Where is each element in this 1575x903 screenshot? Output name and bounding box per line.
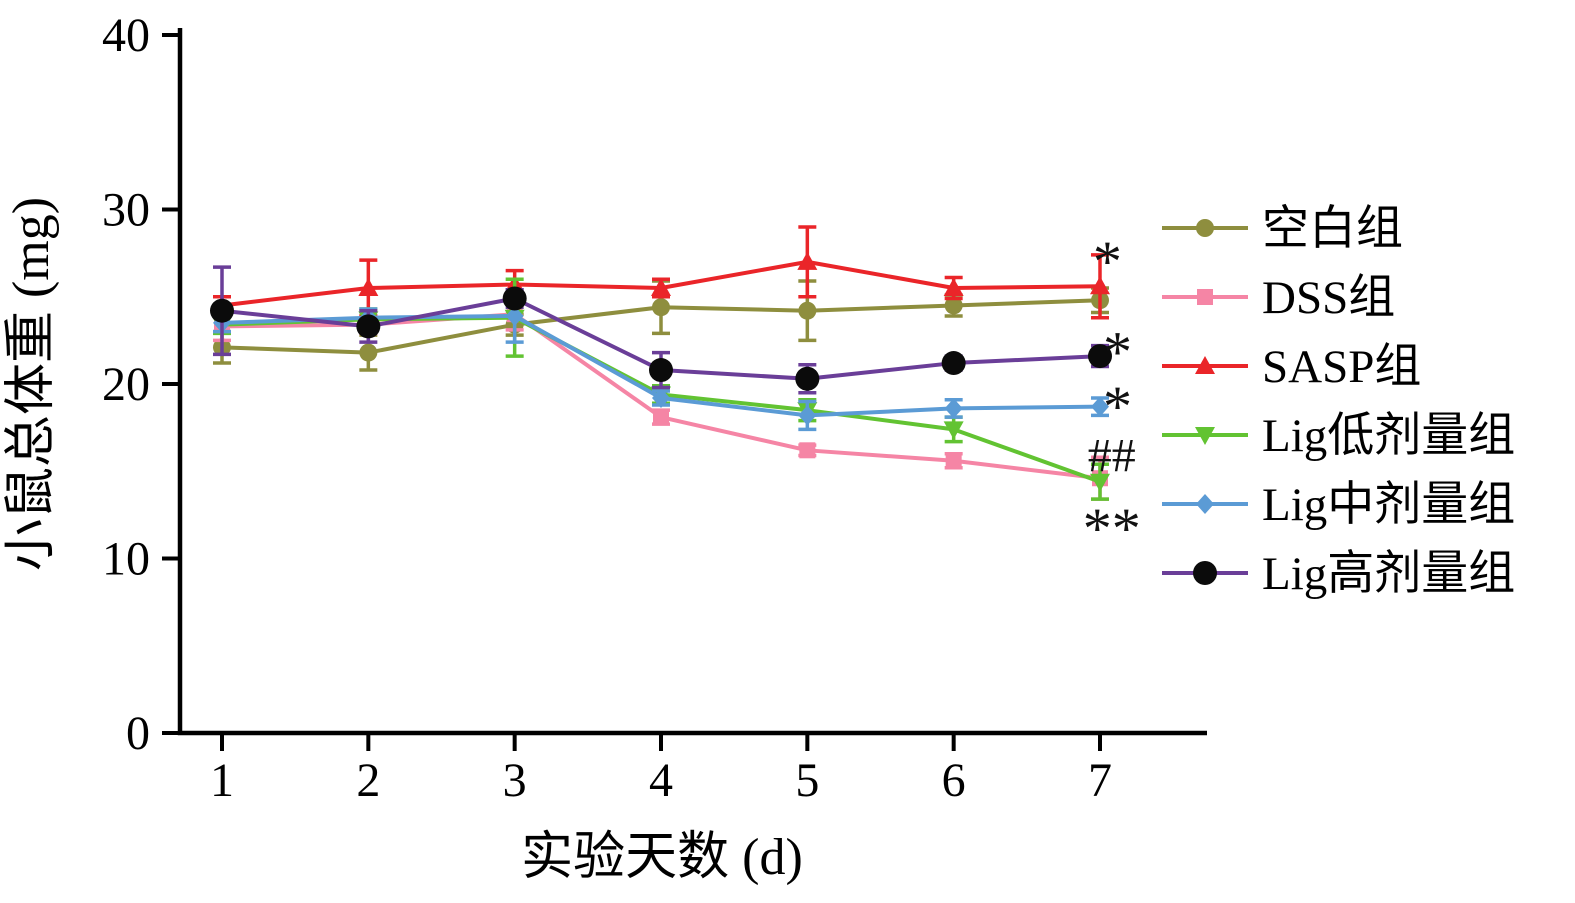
y-tick-label: 40 bbox=[102, 9, 150, 62]
marker-triangle-up bbox=[797, 251, 818, 270]
axes bbox=[162, 28, 1207, 751]
marker-circle-large bbox=[795, 366, 820, 391]
marker-square bbox=[945, 452, 962, 469]
y-tick-label: 30 bbox=[102, 184, 150, 237]
legend-label: SASP组 bbox=[1262, 341, 1421, 393]
marker-circle bbox=[944, 296, 963, 315]
legend-item-3: Lig低剂量组 bbox=[1162, 410, 1515, 462]
x-axis-label: 实验天数 (d) bbox=[521, 829, 803, 886]
legend-label: Lig低剂量组 bbox=[1262, 410, 1515, 462]
y-tick-label: 20 bbox=[102, 358, 150, 411]
marker-diamond bbox=[1196, 494, 1214, 514]
marker-diamond bbox=[944, 398, 963, 419]
annotation: * bbox=[1103, 374, 1132, 439]
y-tick-label: 0 bbox=[126, 707, 150, 760]
marker-circle-large bbox=[502, 286, 527, 311]
marker-square bbox=[799, 442, 816, 459]
legend: 空白组 DSS组 SASP组 Lig低剂量组 Lig中剂量组 Lig高剂量组 bbox=[1162, 203, 1515, 600]
marker-triangle-down bbox=[1195, 427, 1215, 445]
axis-spines bbox=[177, 28, 1207, 736]
series-5 bbox=[210, 265, 1112, 395]
legend-label: 空白组 bbox=[1262, 203, 1403, 255]
annotation: ## bbox=[1088, 429, 1136, 482]
x-tick-label: 5 bbox=[795, 754, 819, 807]
marker-circle bbox=[651, 298, 670, 317]
annotations: ***##** bbox=[1083, 229, 1141, 561]
marker-triangle-up bbox=[650, 278, 671, 297]
y-axis-label: 小鼠总体重 (mg) bbox=[3, 197, 60, 571]
marker-circle bbox=[798, 301, 817, 320]
legend-label: Lig中剂量组 bbox=[1262, 479, 1515, 531]
marker-square bbox=[652, 409, 669, 426]
marker-diamond bbox=[1090, 396, 1109, 417]
marker-circle-large bbox=[210, 298, 234, 323]
marker-diamond bbox=[505, 305, 524, 326]
legend-item-0: 空白组 bbox=[1162, 203, 1403, 255]
marker-circle bbox=[359, 343, 378, 362]
legend-label: Lig高剂量组 bbox=[1262, 548, 1515, 600]
marker-circle bbox=[1196, 219, 1214, 237]
marker-circle-large bbox=[356, 314, 381, 339]
x-tick-label: 4 bbox=[649, 754, 673, 807]
tick-labels: 0 10 20 30 40 1 2 3 4 5 6 7 bbox=[102, 9, 1112, 807]
legend-item-5: Lig高剂量组 bbox=[1162, 548, 1515, 600]
marker-diamond bbox=[651, 387, 670, 408]
marker-circle-large bbox=[1193, 561, 1217, 585]
legend-label: DSS组 bbox=[1262, 272, 1395, 324]
legend-item-1: DSS组 bbox=[1162, 272, 1395, 324]
annotation: * bbox=[1103, 320, 1132, 385]
x-tick-label: 2 bbox=[356, 754, 380, 807]
x-tick-label: 3 bbox=[503, 754, 527, 807]
marker-circle-large bbox=[1087, 344, 1112, 369]
marker-triangle-up bbox=[1195, 356, 1215, 374]
marker-circle-large bbox=[648, 358, 673, 383]
annotation: * bbox=[1093, 229, 1122, 294]
marker-triangle-down bbox=[1089, 473, 1110, 492]
marker-square bbox=[1197, 289, 1213, 305]
x-tick-label: 6 bbox=[942, 754, 966, 807]
y-tick-label: 10 bbox=[102, 533, 150, 586]
legend-item-2: SASP组 bbox=[1162, 341, 1421, 393]
marker-triangle-down bbox=[943, 421, 964, 440]
annotation: ** bbox=[1083, 496, 1141, 561]
marker-triangle-up bbox=[1089, 276, 1110, 295]
legend-item-4: Lig中剂量组 bbox=[1162, 479, 1515, 531]
x-tick-label: 1 bbox=[210, 754, 234, 807]
marker-circle-large bbox=[941, 351, 966, 376]
marker-triangle-up bbox=[358, 278, 379, 297]
x-tick-label: 7 bbox=[1088, 754, 1112, 807]
marker-diamond bbox=[798, 405, 817, 426]
marker-triangle-up bbox=[943, 278, 964, 297]
